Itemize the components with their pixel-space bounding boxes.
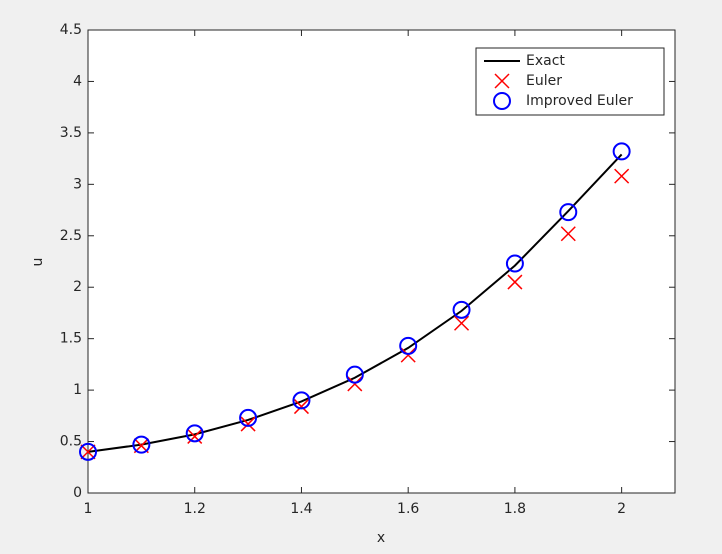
x-tick-label: 2 [617,501,626,517]
y-tick-label: 0.5 [60,434,82,450]
x-marker [400,347,416,363]
y-tick-label: 1 [73,382,82,398]
legend: Exact Euler Improved Euler [475,47,665,116]
x-marker [347,376,363,392]
y-tick-label: 4.5 [60,22,82,38]
circle-marker [399,336,418,355]
series-line [87,153,623,453]
y-tick-label: 0 [73,485,82,501]
legend-box [475,47,665,116]
y-tick-label: 3.5 [60,125,82,141]
circle-marker [505,254,524,273]
x-tick-label: 1.8 [504,501,526,517]
y-tick-label: 2.5 [60,228,82,244]
circle-marker [493,92,511,110]
y-tick-label: 3 [73,176,82,192]
x-marker [80,444,96,460]
circle-marker [452,300,471,319]
legend-label: Euler [526,73,562,89]
y-axis-label: u [30,258,46,267]
y-tick-label: 1.5 [60,331,82,347]
circle-marker [559,203,578,222]
circle-marker [345,365,364,384]
circle-marker [132,435,151,454]
x-tick-label: 1.6 [397,501,419,517]
x-marker [454,315,470,331]
x-marker [507,274,523,290]
x-marker [240,416,256,432]
x-marker [293,399,309,415]
y-tick-label: 4 [73,73,82,89]
circle-marker [79,442,97,461]
x-marker [614,168,630,184]
circle-marker [612,142,631,161]
x-marker [187,428,203,444]
x-marker [560,226,576,242]
x-tick-label: 1 [84,501,93,517]
x-marker [494,73,510,89]
legend-label: Exact [526,53,565,69]
x-tick-label: 1.2 [184,501,206,517]
circle-marker [239,408,258,427]
x-tick-label: 1.4 [290,501,312,517]
x-axis-label: x [377,530,385,546]
y-tick-label: 2 [73,279,82,295]
circle-marker [185,424,204,443]
circle-marker [292,391,311,410]
legend-label: Improved Euler [526,93,633,109]
